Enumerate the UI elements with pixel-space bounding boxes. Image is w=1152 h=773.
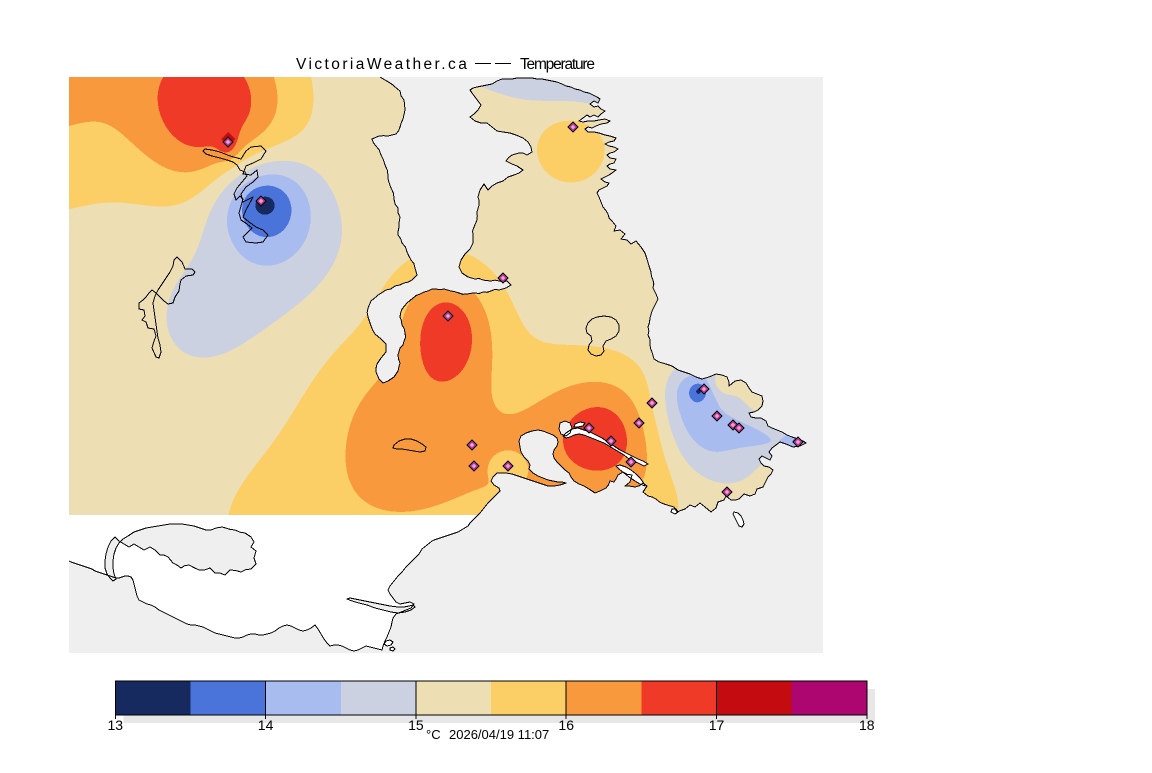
svg-text:14: 14 [258, 717, 274, 733]
svg-text:Temperature: Temperature [520, 56, 594, 73]
svg-text:18: 18 [859, 717, 875, 733]
svg-text:15: 15 [408, 717, 424, 733]
svg-text:16: 16 [558, 717, 574, 733]
svg-text:°C: °C [426, 727, 441, 742]
svg-text:13: 13 [108, 717, 124, 733]
svg-text:17: 17 [709, 717, 725, 733]
svg-text:2026/04/19 11:07: 2026/04/19 11:07 [449, 727, 549, 742]
svg-text:VictoriaWeather.ca: VictoriaWeather.ca [296, 56, 469, 73]
